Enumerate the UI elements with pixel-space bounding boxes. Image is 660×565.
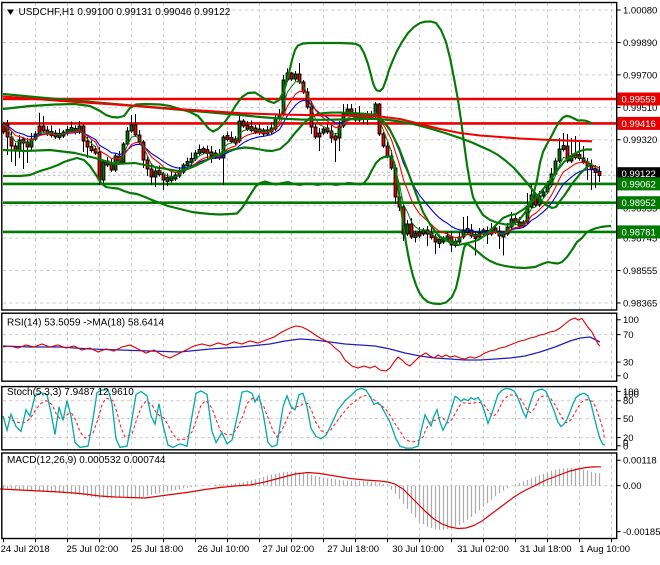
svg-text:-0.00185: -0.00185 [623, 527, 660, 538]
svg-text:50: 50 [623, 414, 634, 425]
svg-text:31 Jul 02:00: 31 Jul 02:00 [457, 544, 509, 555]
svg-text:0.99559: 0.99559 [622, 94, 656, 105]
svg-text:MACD(12,26,9) 0.000532 0.00074: MACD(12,26,9) 0.000532 0.000744 [7, 455, 166, 466]
svg-text:1.00080: 1.00080 [623, 5, 657, 16]
svg-text:0.98781: 0.98781 [622, 227, 656, 238]
svg-text:25 Jul 18:00: 25 Jul 18:00 [131, 544, 183, 555]
svg-text:0.99890: 0.99890 [623, 38, 657, 49]
svg-text:30: 30 [623, 358, 634, 369]
svg-text:27 Jul 18:00: 27 Jul 18:00 [327, 544, 379, 555]
svg-text:0.99416: 0.99416 [622, 119, 656, 130]
svg-text:27 Jul 02:00: 27 Jul 02:00 [262, 544, 314, 555]
svg-text:25 Jul 02:00: 25 Jul 02:00 [67, 544, 119, 555]
svg-text:70: 70 [623, 330, 634, 341]
svg-text:26 Jul 10:00: 26 Jul 10:00 [197, 544, 249, 555]
svg-text:0.99062: 0.99062 [622, 179, 656, 190]
svg-text:0.99700: 0.99700 [623, 70, 657, 81]
svg-text:USDCHF,H1 0.99100 0.99131 0.9: USDCHF,H1 0.99100 0.99131 0.99046 0.9912… [19, 7, 231, 18]
svg-text:0.98365: 0.98365 [623, 298, 657, 309]
svg-text:0: 0 [623, 371, 628, 382]
svg-text:Stoch(5,3,3) 7.9487 12.9610: Stoch(5,3,3) 7.9487 12.9610 [7, 387, 134, 398]
svg-text:24 Jul 2018: 24 Jul 2018 [1, 544, 50, 555]
svg-text:1 Aug 10:00: 1 Aug 10:00 [579, 544, 630, 555]
svg-text:0.98555: 0.98555 [623, 266, 657, 277]
svg-text:0.00: 0.00 [623, 481, 642, 492]
svg-text:RSI(14) 53.5059 ->MA(18) 58.6: RSI(14) 53.5059 ->MA(18) 58.6414 [7, 318, 164, 329]
svg-text:0.00118: 0.00118 [623, 456, 657, 467]
svg-text:80: 80 [623, 396, 634, 407]
svg-text:0.99320: 0.99320 [623, 135, 657, 146]
svg-text:0.98952: 0.98952 [622, 198, 656, 209]
svg-text:100: 100 [623, 315, 639, 326]
svg-text:31 Jul 18:00: 31 Jul 18:00 [520, 544, 572, 555]
svg-text:0: 0 [623, 441, 628, 452]
svg-text:30 Jul 10:00: 30 Jul 10:00 [392, 544, 444, 555]
